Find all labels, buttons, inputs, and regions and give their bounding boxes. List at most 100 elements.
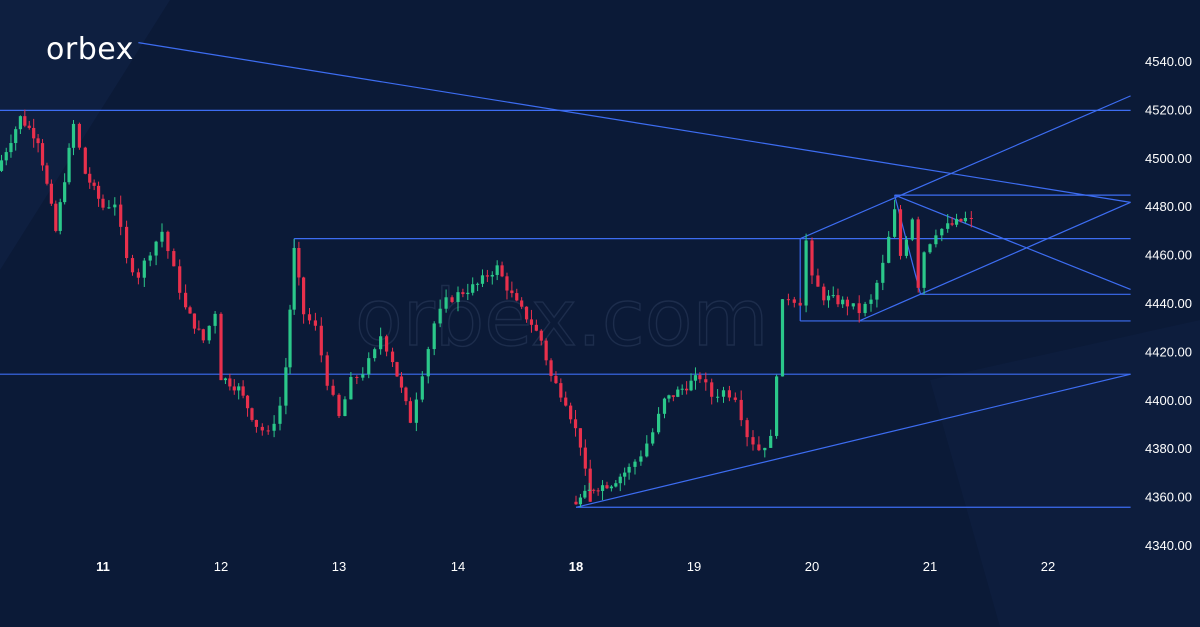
candle-body [18,116,22,130]
candle-body [804,240,808,306]
candle-body [266,430,270,432]
candle-body [284,367,288,406]
candle-body [869,299,873,304]
x-tick-label: 12 [214,559,228,574]
candle-body [716,396,720,398]
trendlines [0,42,1131,508]
candle-body [963,217,967,222]
candle-body [27,125,31,128]
candle-body [578,497,583,505]
candle-body [751,437,755,445]
candle-body [228,378,232,387]
candle-body [578,428,583,448]
candle-body [438,308,442,324]
candle-body [946,223,950,229]
candle-body [408,401,412,423]
y-tick-label: 4420.00 [1145,344,1192,359]
candle-body [780,299,785,377]
candle-body [592,489,596,491]
candle-body [148,255,152,261]
candle-body [618,476,622,484]
candle-body [605,485,609,489]
candle-body [466,292,470,295]
candle-body [319,325,323,356]
candle-body [633,461,637,467]
candle-body [172,251,176,267]
candle-body [480,275,485,284]
channel-lower [858,201,1131,322]
y-tick-label: 4380.00 [1145,441,1192,456]
candle-body [505,276,509,291]
candle-body [67,147,71,183]
candle-body [325,355,329,386]
candle-body [940,228,944,236]
decor-shape-left [0,0,170,270]
watermark: orbex.com [355,274,768,364]
descending-trendline [138,42,1131,203]
candle-body [379,336,383,350]
candle-body [810,240,814,276]
candle-body [822,286,826,301]
candle-body [313,320,317,326]
x-tick-label: 20 [805,559,819,574]
candle-body [857,303,861,314]
candle-body [733,397,737,400]
candle-body [250,408,254,420]
candle-body [49,183,53,204]
candle-body [166,231,170,252]
candle-body [444,297,448,309]
y-tick-label: 4540.00 [1145,54,1192,69]
candle-body [775,376,779,436]
candle-body [680,388,684,390]
candle-body [549,360,553,376]
candle-body [71,123,76,148]
candle-body [119,204,123,227]
candle-body [534,324,538,331]
candle-body [863,303,867,314]
x-tick-label: 19 [687,559,701,574]
candle-body [192,313,197,329]
channel-upper [799,95,1131,240]
candle-body [232,386,236,391]
candle-body [786,299,790,301]
candle-body [54,203,58,231]
y-tick-label: 4340.00 [1145,538,1192,553]
y-axis: 4540.00 4520.00 4500.00 4480.00 4460.00 4440.… [1145,54,1192,553]
candle-body [432,323,436,350]
candle-body [831,295,835,297]
candle-body [4,152,8,161]
candle-body [587,489,591,491]
candle-body [83,147,87,174]
candle-body [343,399,347,417]
candle-body [40,143,45,166]
candle-body [130,258,135,273]
orbex-logo: orbex [46,32,134,67]
candle-body [671,395,675,397]
candle-body [676,389,680,397]
candle-body [456,292,460,302]
candle-body [515,293,519,301]
candle-body [292,247,296,310]
candle-body [272,423,276,431]
candle-body [32,127,36,139]
candle-body [845,299,849,307]
candle-body [45,165,49,184]
candle-body [651,432,655,444]
candle-body [524,306,529,320]
candle-body [627,466,631,473]
candle-body [349,376,353,400]
candle-body [63,182,67,203]
candle-body [836,295,840,305]
candle-body [58,202,62,231]
candle-body [201,329,205,341]
x-tick-label: 14 [451,559,465,574]
candle-body [361,374,365,378]
candle-body [331,385,335,395]
candle-body [904,239,908,256]
candle-body [639,456,643,462]
candle-body [260,426,264,431]
candle-body [851,303,855,307]
candle-body [893,209,897,237]
candle-body [399,376,404,388]
